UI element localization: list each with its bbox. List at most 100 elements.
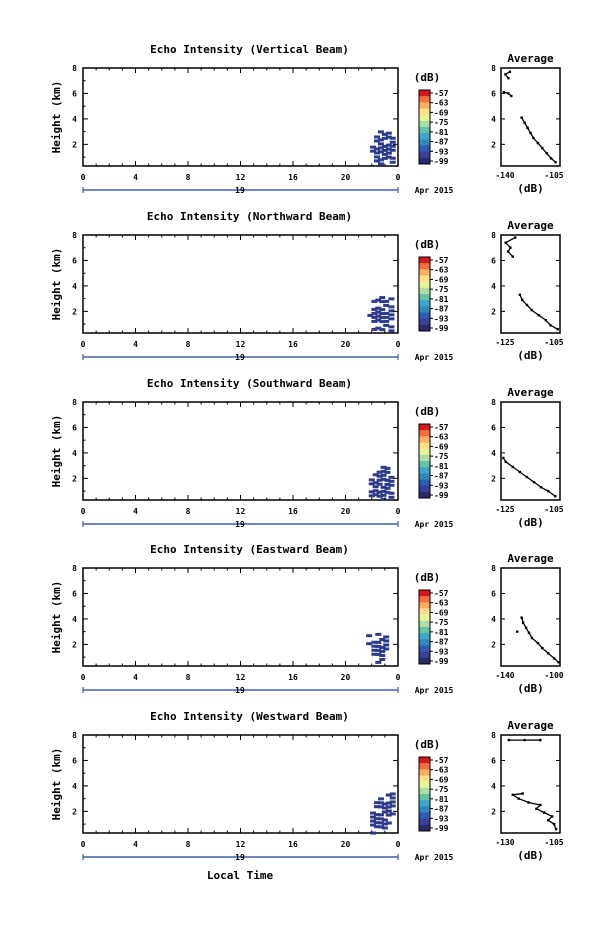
echo-cell xyxy=(385,151,392,155)
colorbar-tick-label: -81 xyxy=(434,628,449,637)
profile-segment xyxy=(538,314,547,321)
colorbar-tick-label: -63 xyxy=(434,99,449,108)
profile-segment xyxy=(537,142,543,149)
colorbar-frame xyxy=(418,756,431,832)
colorbar-segment xyxy=(419,448,430,456)
profile-frame xyxy=(500,401,561,501)
echo-cell xyxy=(377,817,384,821)
profile-segment xyxy=(504,73,509,79)
echo-cell xyxy=(379,308,386,312)
profile-y-tick-label: 2 xyxy=(491,474,496,483)
profile-segment xyxy=(526,476,535,483)
colorbar-segment xyxy=(419,614,430,622)
profile-point xyxy=(507,76,510,80)
echo-cell xyxy=(381,132,388,136)
echo-cell xyxy=(371,315,378,319)
profile-x-tick-label: -105 xyxy=(544,838,563,847)
y-tick-label: 8 xyxy=(72,564,77,573)
y-tick-label: 4 xyxy=(72,782,77,791)
colorbar-segment xyxy=(419,602,430,609)
profile-segment xyxy=(529,132,535,139)
colorbar-segment xyxy=(419,139,430,146)
echo-cell xyxy=(367,313,374,317)
echo-cell xyxy=(379,300,386,304)
echo-cell xyxy=(374,825,380,829)
colorbar-segment xyxy=(419,794,430,801)
colorbar-segment xyxy=(419,114,430,122)
date-day-label: 19 xyxy=(235,353,245,362)
profile-segment xyxy=(546,152,552,159)
colorbar-segment xyxy=(419,467,430,474)
profile-y-tick-label: 8 xyxy=(491,64,496,73)
colorbar-tick-label: -69 xyxy=(434,108,449,117)
echo-cell xyxy=(368,478,375,482)
profile-segment xyxy=(507,247,511,252)
echo-cell xyxy=(389,812,396,816)
colorbar-segment xyxy=(419,633,430,640)
colorbar-tick-label: -99 xyxy=(434,324,449,333)
profile-segment xyxy=(553,823,557,830)
echo-cell xyxy=(377,162,384,166)
panel-title: Echo Intensity (Vertical Beam) xyxy=(150,43,349,56)
x-tick-label: 12 xyxy=(236,840,246,849)
echo-cell xyxy=(377,158,384,162)
x-tick-label: 20 xyxy=(341,340,351,349)
echo-cell xyxy=(389,796,396,800)
colorbar-segment xyxy=(419,133,430,140)
colorbar-segment xyxy=(419,294,430,301)
colorbar-tick-label: -57 xyxy=(434,423,449,432)
colorbar-tick-label: -87 xyxy=(434,305,449,314)
echo-cell xyxy=(385,147,392,151)
echo-cell xyxy=(377,150,384,154)
echo-cell xyxy=(383,315,390,319)
colorbar-segment xyxy=(419,787,430,795)
profile-segment xyxy=(547,815,553,821)
colorbar-segment xyxy=(419,824,430,832)
date-day-label: 19 xyxy=(235,853,245,862)
echo-cell xyxy=(379,654,386,657)
profile-segment xyxy=(543,812,553,818)
profile-segment xyxy=(505,236,516,244)
colorbar-segment xyxy=(419,430,430,437)
echo-cell xyxy=(375,318,382,322)
colorbar-segment xyxy=(419,608,430,616)
colorbar-tick-label: -93 xyxy=(434,147,449,156)
echo-cell xyxy=(383,647,390,651)
colorbar-tick-label: -93 xyxy=(434,481,449,490)
colorbar-segment xyxy=(419,151,430,159)
colorbar-segment xyxy=(419,436,430,443)
profile-segment xyxy=(547,490,556,497)
profile-frame xyxy=(500,567,561,667)
echo-cell xyxy=(389,804,396,808)
colorbar-segment xyxy=(419,596,430,603)
profile-y-tick-label: 4 xyxy=(491,282,496,291)
colorbar-segment xyxy=(419,287,430,295)
echo-cell xyxy=(388,305,395,309)
colorbar-tick-label: -63 xyxy=(434,266,449,275)
echo-cell xyxy=(379,316,386,320)
echo-cell xyxy=(377,142,384,146)
echo-cell xyxy=(381,136,388,140)
x-tick-label: 4 xyxy=(133,507,138,516)
profile-segment xyxy=(550,157,556,163)
echo-cell xyxy=(377,813,384,817)
colorbar-tick-label: -87 xyxy=(434,138,449,147)
y-tick-label: 6 xyxy=(72,756,77,765)
colorbar-unit: (dB) xyxy=(414,738,441,751)
echo-cell xyxy=(381,144,388,148)
y-tick-label: 6 xyxy=(72,423,77,432)
x-tick-label: 20 xyxy=(341,173,351,182)
profile-segment xyxy=(528,801,541,806)
echo-cell xyxy=(374,135,380,139)
colorbar-segment xyxy=(419,479,430,487)
echo-cell xyxy=(381,152,388,156)
profile-point xyxy=(516,630,519,633)
colorbar-segment xyxy=(419,442,430,450)
echo-cell xyxy=(389,140,396,144)
echo-cell xyxy=(383,635,390,639)
y-tick-label: 4 xyxy=(72,449,77,458)
colorbar-tick-label: -99 xyxy=(434,491,449,500)
x-tick-label: 0 xyxy=(396,673,401,682)
echo-cell xyxy=(375,660,382,664)
colorbar-frame xyxy=(418,89,431,165)
